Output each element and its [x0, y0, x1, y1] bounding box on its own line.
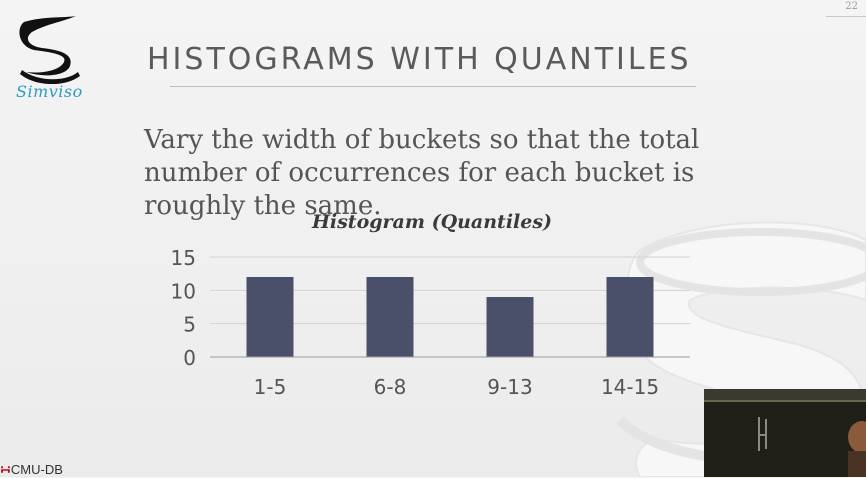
slide-body-text: Vary the width of buckets so that the to…: [144, 125, 700, 221]
y-tick-label: 15: [171, 246, 196, 270]
page-number-rule: [826, 16, 866, 17]
x-tick-label: 9-13: [487, 375, 532, 399]
bar-1-5: [246, 277, 294, 357]
y-tick-label: 10: [171, 279, 196, 303]
webcam-image-icon: [704, 389, 866, 477]
bar-14-15: [606, 277, 654, 357]
bar-6-8: [366, 277, 414, 357]
y-tick-label: 0: [183, 346, 196, 370]
x-tick-label: 6-8: [374, 375, 407, 399]
page-number: 22: [845, 1, 858, 12]
y-axis-ticks: 0 5 10 15: [171, 246, 196, 370]
cmu-db-footer-logo: ∺CMU-DB: [0, 462, 63, 478]
y-tick-label: 5: [183, 313, 196, 337]
slide-title: HISTOGRAMS WITH QUANTILES: [147, 42, 692, 77]
x-tick-label: 14-15: [601, 375, 659, 399]
title-underline: [170, 86, 696, 87]
cmu-db-mark-icon: ∺: [0, 462, 11, 477]
simviso-logo-text: Simviso: [16, 82, 83, 101]
simviso-logo-icon: [19, 16, 80, 85]
chart-bars: [246, 277, 654, 357]
x-axis-ticks: 1-5 6-8 9-13 14-15: [254, 375, 659, 399]
chart-title: Histogram (Quantiles): [311, 211, 552, 233]
webcam-overlay: [704, 389, 866, 477]
cmu-db-text: CMU-DB: [10, 462, 63, 477]
bar-9-13: [486, 297, 534, 357]
x-tick-label: 1-5: [254, 375, 287, 399]
